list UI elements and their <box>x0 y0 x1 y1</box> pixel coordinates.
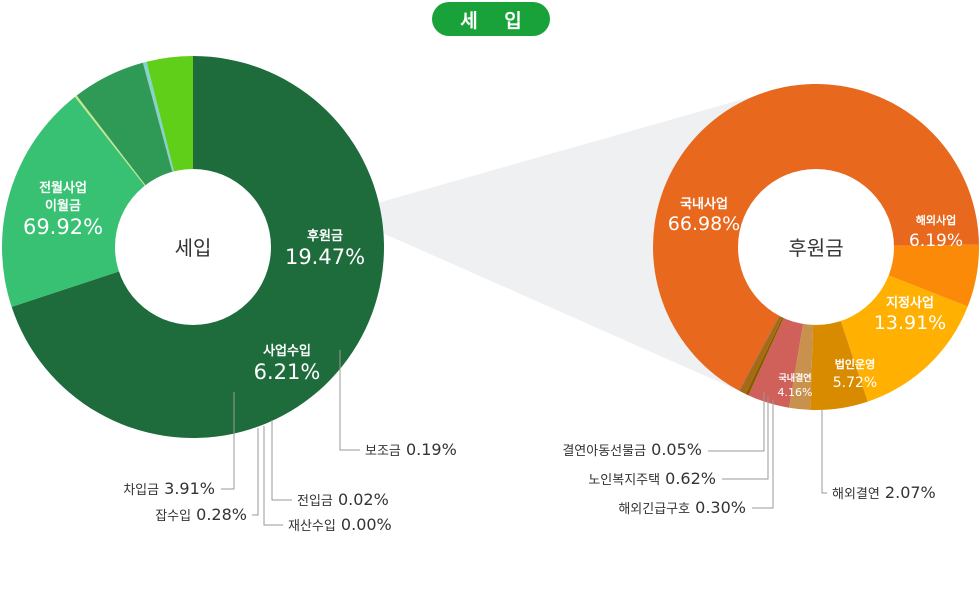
slice-label-해외사업: 해외사업 6.19% <box>909 213 963 251</box>
slice-label-해외결연: 해외결연 2.07% <box>832 483 936 502</box>
leader-line <box>708 392 765 452</box>
leader-line <box>752 400 774 509</box>
slice-label-지정사업: 지정사업 13.91% <box>874 295 946 334</box>
slice-label-사업수입: 사업수입 6.21% <box>254 343 321 384</box>
slice-label-법인운영: 법인운영 5.72% <box>833 357 877 391</box>
leader-line <box>252 428 259 516</box>
sub-hole <box>738 169 894 325</box>
slice-label-잡수입: 잡수입 0.28% <box>155 505 247 524</box>
slice-label-전월사업-이월금: 전월사업 이월금 69.92% <box>23 180 103 239</box>
sub-center-label: 후원금 <box>788 236 843 260</box>
chart-title: 세 입 <box>432 2 550 36</box>
slice-label-국내결연: 국내결연 4.16% <box>778 372 813 399</box>
main-center-label: 세입 <box>175 236 212 260</box>
slice-label-차입금: 차입금 3.91% <box>123 479 215 498</box>
slice-label-전입금: 전입금 0.02% <box>297 490 389 509</box>
leader-line <box>821 410 827 494</box>
leader-line <box>263 426 283 526</box>
leader-lines <box>221 350 827 526</box>
slice-label-보조금: 보조금 0.19% <box>365 440 457 459</box>
slice-label-결연아동선물금: 결연아동선물금 0.05% <box>562 440 702 459</box>
slice-labels: 전월사업 이월금 69.92% 후원금 19.47% 사업수입 6.21% 보조금 0.19%… <box>23 180 963 534</box>
slice-label-국내사업: 국내사업 66.98% <box>668 196 740 235</box>
main-hole <box>115 169 271 325</box>
leader-line <box>722 397 769 480</box>
leader-line <box>339 350 360 451</box>
leader-line <box>271 420 292 501</box>
slice-label-재산수입: 재산수입 0.00% <box>288 515 392 534</box>
leader-line <box>221 392 235 490</box>
slice-label-후원금: 후원금 19.47% <box>285 228 365 269</box>
slice-label-해외긴급구호: 해외긴급구호 0.30% <box>618 498 746 517</box>
slice-label-노인복지주택: 노인복지주택 0.62% <box>588 469 716 488</box>
